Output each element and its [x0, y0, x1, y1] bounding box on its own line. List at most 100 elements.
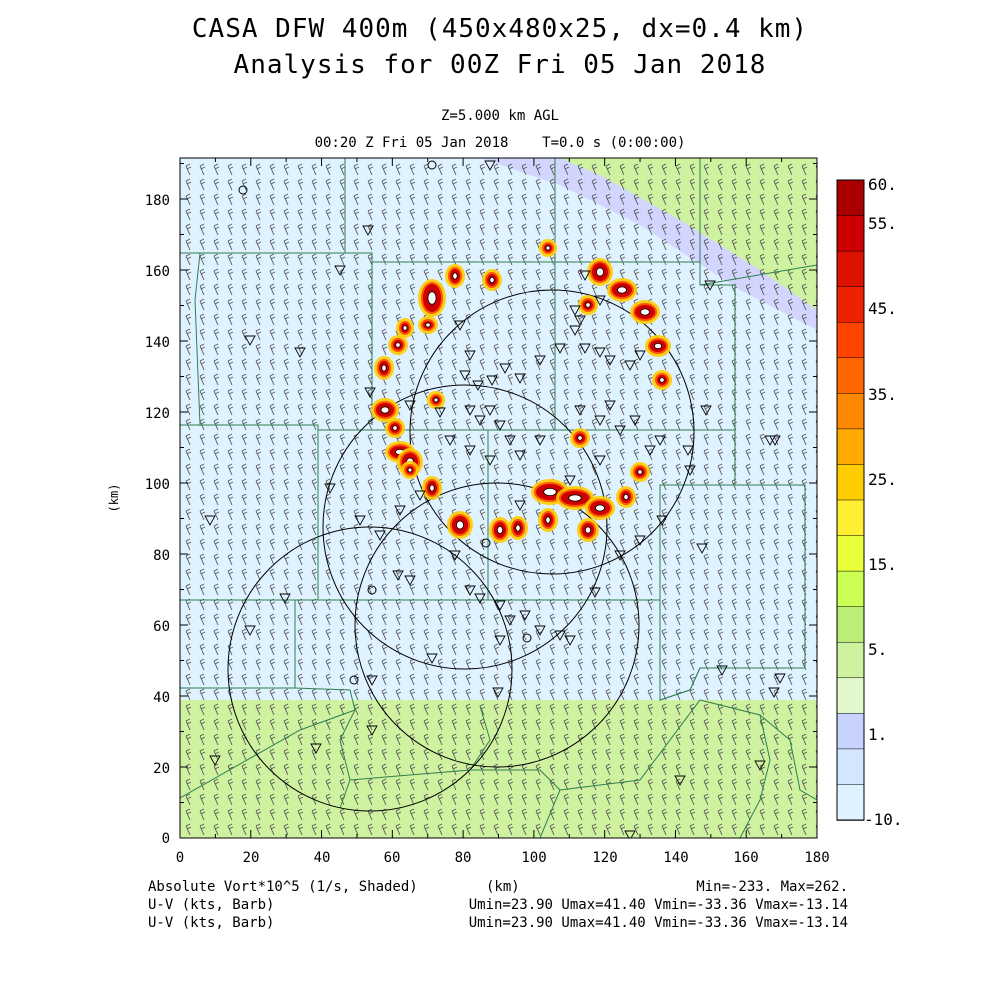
- wind-barb: [437, 463, 444, 476]
- wind-barb: [633, 208, 640, 221]
- station-marker: [534, 355, 546, 366]
- wind-barb: [703, 208, 710, 221]
- storm-cell-core: [585, 302, 591, 308]
- wind-barb: [661, 313, 668, 326]
- wind-barb: [381, 463, 388, 476]
- station-marker: [394, 505, 406, 516]
- wind-barb: [353, 358, 360, 371]
- wind-barb: [717, 598, 724, 611]
- wind-barb: [647, 538, 654, 551]
- wind-barb: [689, 688, 696, 701]
- wind-barb: [563, 808, 570, 821]
- wind-barb: [479, 493, 486, 506]
- wind-barb: [423, 208, 430, 221]
- wind-barb: [479, 373, 486, 386]
- wind-barb: [185, 583, 192, 596]
- wind-barb: [269, 658, 276, 671]
- wind-barb: [479, 568, 486, 581]
- wind-barb: [773, 508, 780, 521]
- wind-barb: [661, 298, 668, 311]
- wind-barb: [339, 373, 346, 386]
- wind-barb: [339, 553, 346, 566]
- wind-barb: [703, 238, 710, 251]
- wind-barb: [423, 643, 430, 656]
- wind-barb: [479, 733, 486, 746]
- wind-barb: [507, 568, 514, 581]
- colorbar-frame: [836, 179, 865, 821]
- wind-barb: [605, 448, 612, 461]
- wind-barb: [773, 523, 780, 536]
- wind-barb: [633, 703, 640, 716]
- wind-barb: [647, 238, 654, 251]
- wind-barb: [297, 763, 304, 776]
- wind-barb: [325, 583, 332, 596]
- wind-barb: [339, 283, 346, 296]
- wind-barb: [563, 763, 570, 776]
- wind-barb: [451, 373, 458, 386]
- wind-barb: [353, 748, 360, 761]
- wind-barb: [213, 298, 220, 311]
- wind-barb: [493, 238, 500, 251]
- wind-barb: [619, 433, 626, 446]
- wind-barb: [591, 163, 598, 176]
- wind-barb: [283, 823, 290, 836]
- wind-barb: [787, 703, 794, 716]
- wind-barb: [619, 403, 626, 416]
- station-marker: [494, 600, 506, 611]
- colorbar-swatch: [836, 250, 865, 288]
- wind-barb: [703, 493, 710, 506]
- wind-barb: [689, 178, 696, 191]
- wind-barb: [325, 343, 332, 356]
- axis-ticks: [179, 158, 818, 839]
- wind-barb: [451, 403, 458, 416]
- wind-barb: [773, 283, 780, 296]
- x-tick-label: 140: [663, 850, 688, 866]
- wind-barb: [367, 613, 374, 626]
- storm-cell-core: [392, 425, 398, 431]
- wind-barb: [507, 178, 514, 191]
- wind-barb: [703, 508, 710, 521]
- wind-barb: [451, 208, 458, 221]
- wind-barb: [255, 193, 262, 206]
- wind-barb: [227, 538, 234, 551]
- wind-barb: [633, 253, 640, 266]
- wind-barb: [745, 358, 752, 371]
- wind-barb: [535, 703, 542, 716]
- wind-barb: [661, 448, 668, 461]
- wind-barb: [731, 808, 738, 821]
- wind-barb: [451, 493, 458, 506]
- wind-barb: [255, 808, 262, 821]
- wind-barb: [255, 358, 262, 371]
- wind-barb: [563, 388, 570, 401]
- wind-barb: [381, 658, 388, 671]
- wind-barb: [325, 388, 332, 401]
- wind-barb: [493, 163, 500, 176]
- wind-barb: [507, 628, 514, 641]
- wind-barb: [199, 733, 206, 746]
- wind-barb: [395, 268, 402, 281]
- wind-barb: [381, 253, 388, 266]
- wind-barb: [423, 268, 430, 281]
- wind-barb: [395, 238, 402, 251]
- wind-barb: [325, 238, 332, 251]
- wind-barb: [339, 718, 346, 731]
- wind-barb: [703, 823, 710, 836]
- wind-barb: [759, 223, 766, 236]
- wind-barb: [479, 328, 486, 341]
- storm-cell-core: [654, 342, 663, 350]
- y-tick-label: 0: [162, 831, 170, 847]
- wind-barb: [325, 193, 332, 206]
- wind-barb: [549, 223, 556, 236]
- wind-barb: [647, 748, 654, 761]
- wind-barb: [185, 208, 192, 221]
- wind-barb: [409, 343, 416, 356]
- wind-barb: [339, 343, 346, 356]
- station-marker: [324, 483, 336, 494]
- wind-barb: [423, 823, 430, 836]
- wind-barb: [241, 163, 248, 176]
- wind-barb: [185, 403, 192, 416]
- wind-barb: [563, 703, 570, 716]
- wind-barb: [675, 748, 682, 761]
- wind-barb: [283, 298, 290, 311]
- storm-cell-core: [425, 322, 431, 328]
